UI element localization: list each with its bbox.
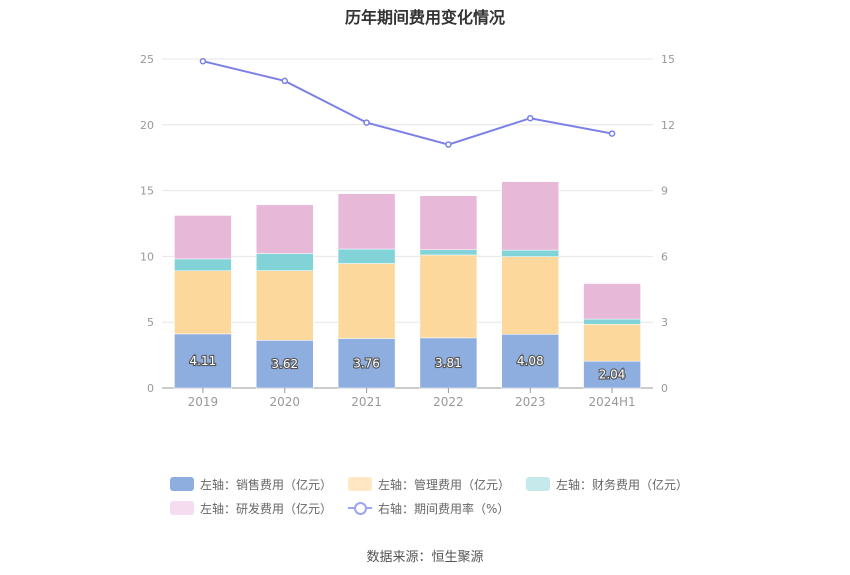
legend-swatch-finance <box>526 477 551 491</box>
bar-segment <box>583 324 641 362</box>
data-label: 2.04 <box>599 368 626 382</box>
bar-segment <box>256 204 314 254</box>
data-label: 4.08 <box>517 354 544 368</box>
bar-segment <box>174 333 232 389</box>
legend-item-finance[interactable]: 左轴：财务费用（亿元） <box>526 476 688 493</box>
x-tick-label: 2019 <box>188 395 219 409</box>
legend-item-rnd[interactable]: 左轴：研发费用（亿元） <box>170 500 332 517</box>
legend-label-expense-ratio: 右轴：期间费用率（%） <box>378 501 510 516</box>
legend-row: 左轴：研发费用（亿元） 右轴：期间费用率（%） <box>170 496 730 520</box>
right-axis: 0 3 6 9 12 15 <box>661 53 675 395</box>
bar-segment <box>337 193 396 250</box>
bar-segment <box>419 249 478 256</box>
bar-segment <box>419 195 478 250</box>
data-label: 3.62 <box>271 357 298 371</box>
legend-label-rnd: 左轴：研发费用（亿元） <box>200 501 333 516</box>
x-tick-label: 2022 <box>433 395 464 409</box>
line-point <box>608 130 616 137</box>
legend-label-admin: 左轴：管理费用（亿元） <box>378 477 511 492</box>
bar-segment <box>419 254 478 339</box>
chart-canvas: 0 5 10 15 20 25 0 3 6 9 12 15 4.11 3.62 3.76 3.81 4.08… <box>140 53 675 409</box>
bar-segment <box>256 270 314 341</box>
right-tick-label: 9 <box>661 185 668 198</box>
bar-segment <box>256 253 314 271</box>
bar-segment <box>583 318 641 325</box>
x-tick-label: 2023 <box>515 395 546 409</box>
bar-series <box>174 181 641 389</box>
left-tick-label: 20 <box>140 119 154 132</box>
bar-segment <box>174 270 232 335</box>
data-label: 4.11 <box>190 354 217 368</box>
bar-segment <box>583 283 641 320</box>
bar-segment <box>337 248 396 264</box>
left-tick-label: 5 <box>147 316 154 329</box>
bar-segment <box>174 215 232 260</box>
bar-segment <box>337 263 396 339</box>
x-tick-label: 2024H1 <box>588 395 635 409</box>
right-tick-label: 0 <box>661 382 668 395</box>
bar-segment <box>337 338 396 389</box>
expense-ratio-line <box>202 60 613 146</box>
line-point <box>199 57 207 65</box>
x-axis: 2019 2020 2021 2022 2023 2024H1 <box>188 388 636 409</box>
left-tick-label: 15 <box>140 185 154 198</box>
bar-segment <box>174 258 232 271</box>
left-axis: 0 5 10 15 20 25 <box>140 53 154 395</box>
left-tick-label: 25 <box>140 53 154 66</box>
line-point <box>527 114 534 122</box>
right-tick-label: 12 <box>661 119 675 132</box>
legend-label-sales: 左轴：销售费用（亿元） <box>200 477 333 492</box>
bar-segment <box>501 181 559 251</box>
legend-item-admin[interactable]: 左轴：管理费用（亿元） <box>348 476 510 493</box>
legend-label-finance: 左轴：财务费用（亿元） <box>556 477 689 492</box>
left-tick-label: 0 <box>147 382 154 395</box>
right-tick-label: 15 <box>661 53 675 66</box>
line-point <box>281 77 288 85</box>
grid-lines <box>162 58 653 389</box>
right-tick-label: 3 <box>661 316 668 329</box>
x-tick-label: 2021 <box>351 395 382 409</box>
right-tick-label: 6 <box>661 250 668 263</box>
line-point <box>363 119 370 126</box>
source-note: 数据来源：恒生聚源 <box>366 550 484 565</box>
bar-segment <box>256 340 314 389</box>
data-labels: 4.11 3.62 3.76 3.81 4.08 2.04 <box>188 353 626 383</box>
line-series <box>199 57 616 148</box>
legend-item-expense-ratio[interactable]: 右轴：期间费用率（%） <box>348 500 509 517</box>
x-tick-label: 2020 <box>269 395 300 409</box>
legend-line-icon <box>348 501 373 515</box>
legend-swatch-sales <box>170 477 194 491</box>
legend-item-sales[interactable]: 左轴：销售费用（亿元） <box>170 476 332 493</box>
legend-swatch-admin <box>348 477 373 491</box>
line-point <box>445 141 452 148</box>
bar-segment <box>501 256 559 335</box>
data-label: 3.81 <box>435 356 462 370</box>
legend-swatch-rnd <box>170 501 194 515</box>
left-tick-label: 10 <box>140 250 154 263</box>
legend-row: 左轴：销售费用（亿元） 左轴：管理费用（亿元） 左轴：财务费用（亿元） <box>170 472 730 496</box>
legend: 左轴：销售费用（亿元） 左轴：管理费用（亿元） 左轴：财务费用（亿元） 左轴：研… <box>170 472 730 520</box>
bar-segment <box>501 249 559 257</box>
chart-title: 历年期间费用变化情况 <box>344 8 505 27</box>
data-label: 3.76 <box>353 356 380 370</box>
